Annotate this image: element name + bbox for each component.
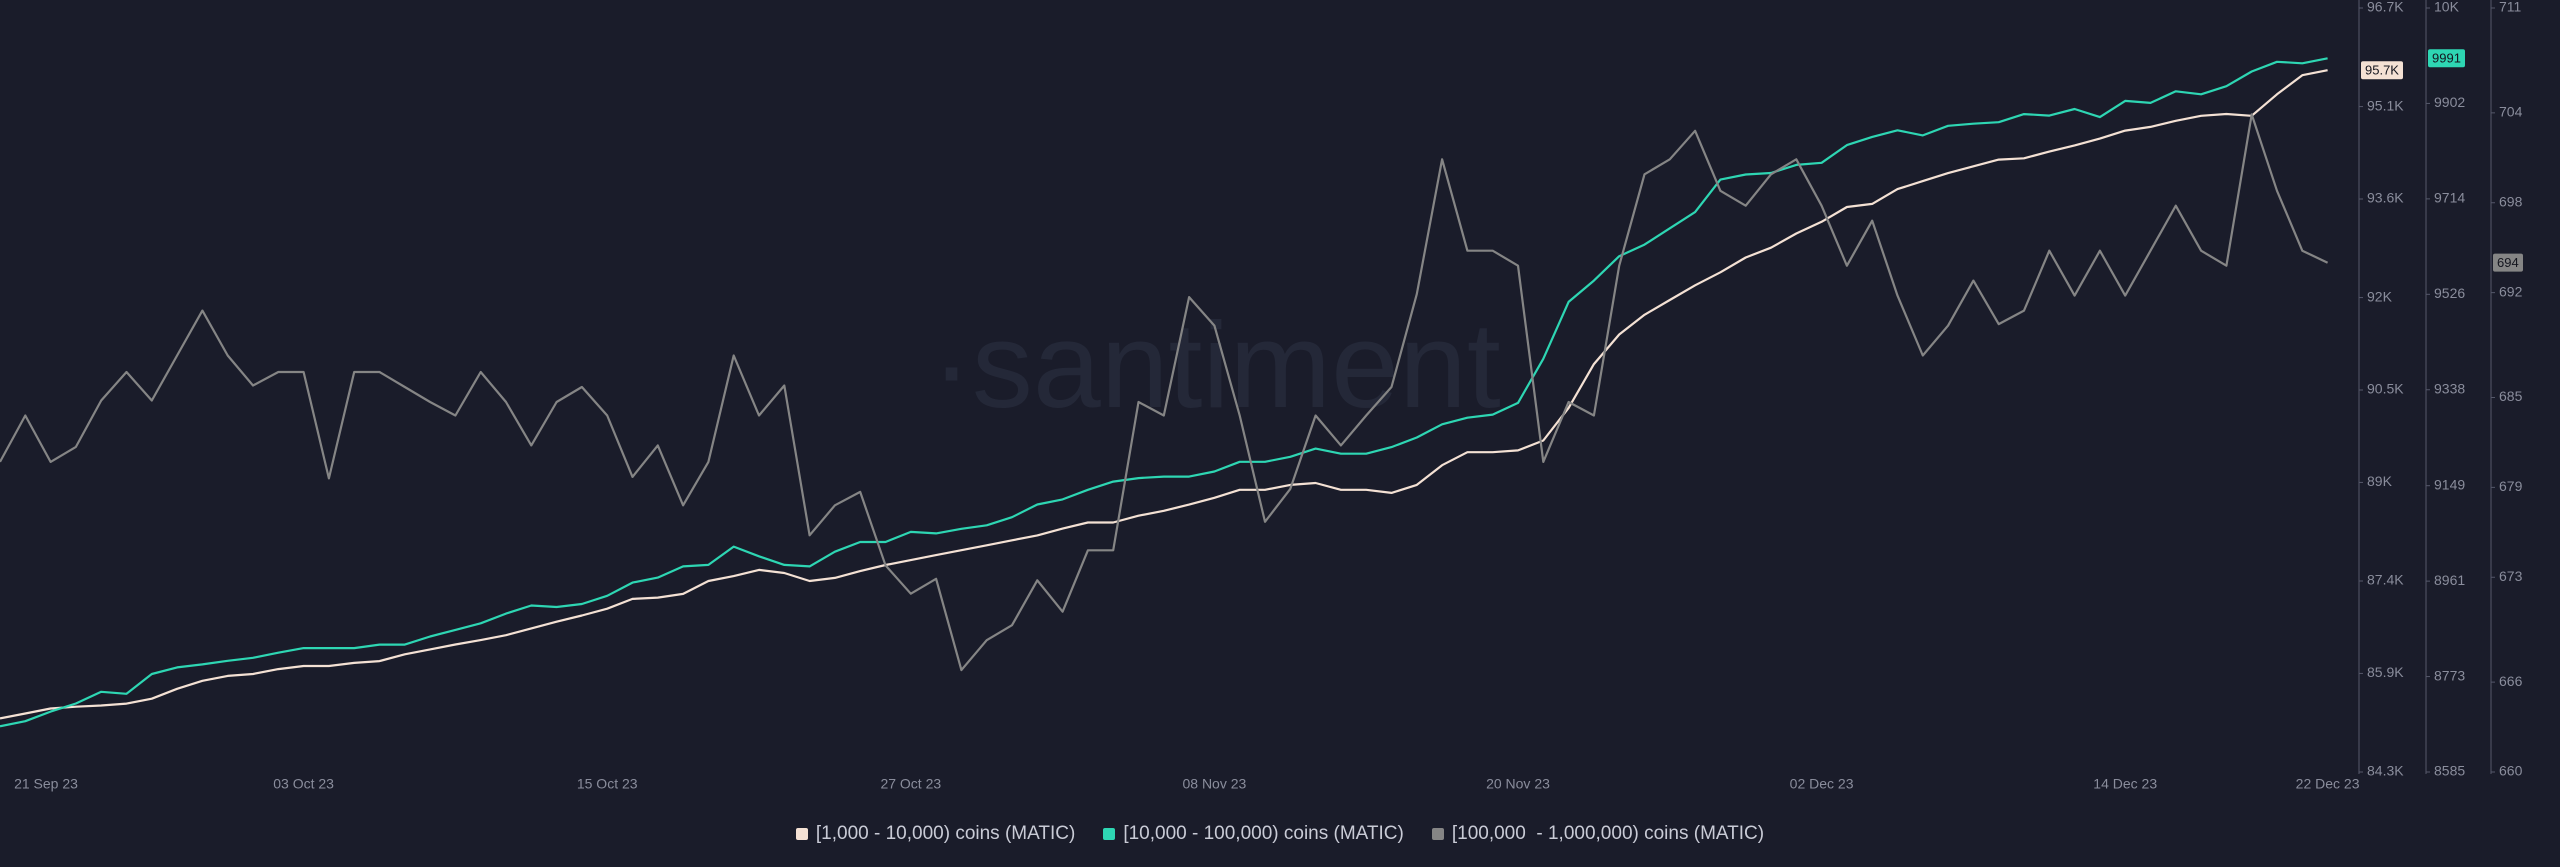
y-tick-label: 8585 [2434, 763, 2465, 779]
x-tick-label: 14 Dec 23 [2093, 776, 2157, 792]
legend-label: [10,000 - 100,000) coins (MATIC) [1123, 823, 1404, 844]
y-tick-label: 698 [2499, 193, 2523, 209]
last-value-label: 95.7K [2365, 63, 2399, 78]
y-tick-label: 84.3K [2367, 763, 2404, 779]
watermark: ·santiment [931, 297, 1501, 433]
legend-label: [100,000 - 1,000,000) coins (MATIC) [1451, 823, 1765, 844]
legend-swatch [1431, 828, 1444, 840]
x-tick-label: 22 Dec 23 [2296, 776, 2360, 792]
x-tick-label: 02 Dec 23 [1790, 776, 1854, 792]
y-tick-label: 666 [2499, 673, 2523, 689]
x-tick-label: 21 Sep 23 [14, 776, 78, 792]
last-value-badge [2428, 49, 2465, 68]
y-tick-label: 9149 [2434, 476, 2465, 492]
y-tick-label: 87.4K [2367, 572, 2404, 588]
x-tick-label: 20 Nov 23 [1486, 776, 1550, 792]
x-tick-label: 15 Oct 23 [577, 776, 638, 792]
y-tick-label: 93.6K [2367, 190, 2404, 206]
y-tick-label: 711 [2499, 0, 2522, 15]
y-tick-label: 685 [2499, 388, 2523, 404]
y-tick-label: 692 [2499, 283, 2523, 299]
y-tick-label: 704 [2499, 104, 2523, 120]
y-tick-label: 96.7K [2367, 0, 2404, 15]
y-tick-label: 9714 [2434, 190, 2465, 206]
x-tick-label: 27 Oct 23 [880, 776, 941, 792]
y-tick-label: 660 [2499, 763, 2523, 779]
last-value-label: 694 [2497, 255, 2519, 270]
legend-item[interactable]: [1,000 - 10,000) coins (MATIC) [795, 823, 1076, 845]
legend-item[interactable]: [100,000 - 1,000,000) coins (MATIC) [1431, 823, 1765, 845]
last-value-badge [2493, 253, 2523, 272]
series-line [0, 57, 2328, 728]
series-line [0, 69, 2328, 720]
y-tick-label: 89K [2367, 473, 2393, 489]
series-line [0, 113, 2329, 672]
y-tick-label: 8961 [2434, 572, 2465, 588]
y-tick-label: 679 [2499, 478, 2523, 494]
y-tick-label: 9526 [2434, 285, 2465, 301]
y-tick-label: 9902 [2434, 94, 2465, 110]
legend-swatch [795, 828, 808, 840]
y-tick-label: 673 [2499, 568, 2523, 584]
last-value-badge [2361, 61, 2403, 80]
legend-label: [1,000 - 10,000) coins (MATIC) [815, 823, 1076, 844]
x-tick-label: 08 Nov 23 [1182, 776, 1246, 792]
legend-item[interactable]: [10,000 - 100,000) coins (MATIC) [1103, 823, 1404, 845]
legend-swatch [1103, 828, 1116, 840]
y-tick-label: 85.9K [2367, 664, 2404, 680]
y-tick-label: 8773 [2434, 667, 2465, 683]
y-tick-label: 90.5K [2367, 381, 2404, 397]
y-tick-label: 10K [2434, 0, 2460, 15]
y-tick-label: 95.1K [2367, 97, 2404, 113]
last-value-label: 9991 [2432, 51, 2461, 66]
chart: ·santiment 84.3K 85.9K 87.4K 89K 90.5K 92K 93.… [0, 0, 2523, 792]
y-tick-label: 92K [2367, 288, 2393, 304]
legend: [1,000 - 10,000) coins (MATIC) [10,000 - … [0, 818, 2560, 850]
y-tick-label: 9338 [2434, 380, 2465, 396]
x-tick-label: 03 Oct 23 [273, 776, 334, 792]
